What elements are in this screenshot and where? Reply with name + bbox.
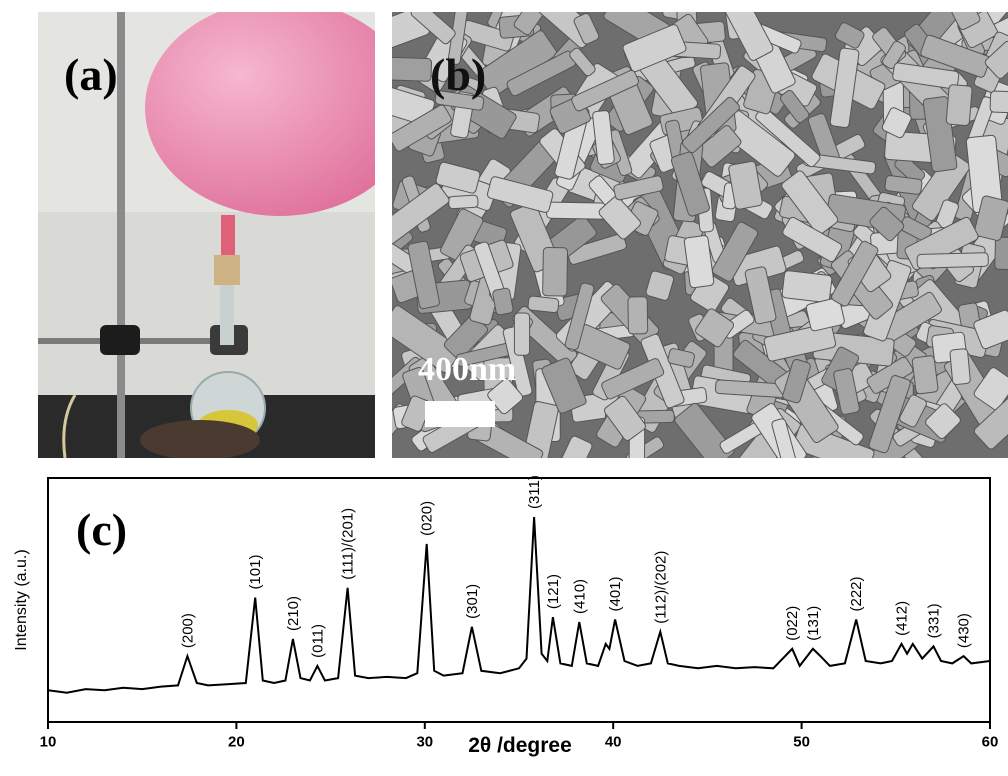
x-tick-label: 50 [793, 733, 810, 750]
crystal [628, 297, 648, 334]
x-axis-label: 2θ /degree [468, 734, 572, 757]
page: {"panels": {"a": {"label": "(a)"}, "b": … [0, 0, 1008, 776]
crystal [995, 237, 1008, 270]
peak-label: (331) [925, 603, 942, 638]
crystal [375, 57, 431, 82]
peak-label: (311) [526, 475, 543, 509]
crystal [917, 253, 988, 269]
peak-label: (111)/(201) [340, 508, 357, 580]
y-axis-label: Intensity (a.u.) [13, 549, 30, 650]
x-tick-label: 30 [416, 733, 433, 750]
peak-label: (131) [805, 606, 822, 641]
peak-label: (430) [956, 613, 973, 648]
crystal [950, 348, 971, 384]
peak-label: (410) [571, 579, 588, 614]
x-tick-label: 10 [40, 733, 57, 750]
x-tick-label: 60 [982, 733, 999, 750]
crystal [448, 195, 478, 209]
peak-label: (101) [247, 555, 264, 590]
crystal [782, 270, 832, 303]
crystal [990, 91, 1008, 113]
peak-label: (112)/(202) [652, 551, 669, 624]
crystal [543, 247, 568, 296]
scale-bar [425, 401, 495, 427]
scale-bar-label: 400nm [418, 351, 516, 388]
crystal [514, 313, 529, 355]
crystal [528, 296, 559, 313]
peak-label: (022) [784, 606, 801, 641]
peak-label: (222) [848, 576, 865, 611]
crystal [946, 84, 972, 125]
panel-label: (b) [430, 49, 486, 100]
figure: (a) (b) 400nm (c) 2θ /degree Intensity (… [0, 0, 1008, 776]
panel-label: (c) [76, 504, 127, 555]
peak-label: (301) [464, 584, 481, 619]
x-tick-label: 40 [605, 733, 622, 750]
panel-label: (a) [64, 49, 118, 100]
peak-label: (011) [309, 624, 326, 658]
peak-label: (200) [179, 613, 196, 648]
crystal [912, 355, 939, 394]
peak-label: (121) [545, 574, 562, 609]
peak-label: (020) [419, 501, 436, 536]
peak-label: (412) [893, 601, 910, 636]
peak-label: (210) [285, 596, 302, 631]
x-tick-label: 20 [228, 733, 245, 750]
peak-label: (401) [607, 576, 624, 611]
